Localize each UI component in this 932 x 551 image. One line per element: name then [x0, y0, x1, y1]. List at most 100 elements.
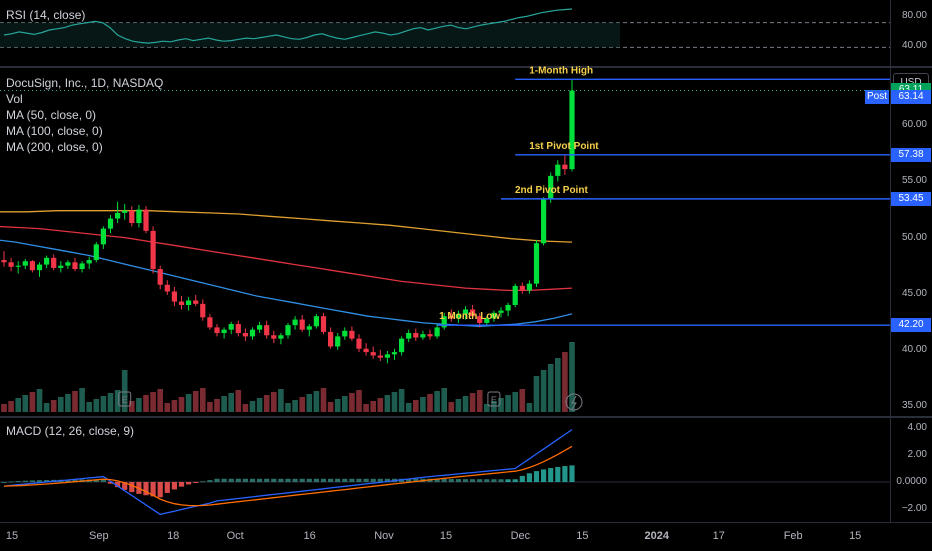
macd-tick: 2.00 — [907, 449, 927, 460]
macd-histogram-bar — [413, 478, 419, 482]
macd-histogram-bar — [462, 479, 469, 482]
volume-bar — [207, 402, 213, 412]
macd-histogram-bar — [363, 478, 369, 482]
volume-bar — [427, 394, 433, 412]
candle-body — [448, 316, 454, 319]
macd-histogram-bar — [548, 468, 554, 482]
macd-histogram-bar — [533, 471, 540, 482]
macd-histogram-bar — [1, 482, 7, 483]
price-tick: 60.00 — [901, 119, 927, 131]
earnings-icon-label: E — [122, 395, 128, 405]
rsi-line — [3, 8, 573, 44]
candle-body — [462, 309, 469, 314]
macd-histogram-bar — [22, 480, 28, 482]
candle-body — [271, 335, 277, 339]
candle-body — [86, 260, 92, 264]
price-axis[interactable]: 60.00 55.00 50.00 45.00 40.00 35.00 — [890, 68, 932, 416]
candle-body — [93, 244, 99, 261]
candle-body — [349, 330, 355, 339]
candle-body — [221, 329, 227, 334]
volume-bar — [121, 370, 128, 412]
macd-histogram-bar — [285, 478, 291, 482]
volume-bar — [100, 396, 107, 412]
volume-bar — [384, 395, 391, 412]
price-badge: 53.45 — [891, 191, 931, 206]
volume-bar — [1, 404, 7, 412]
volume-bar — [221, 396, 227, 412]
volume-bar — [256, 398, 263, 412]
macd-histogram-bar — [122, 482, 128, 490]
pane-separator[interactable] — [0, 416, 932, 418]
candle-body — [455, 313, 461, 319]
volume-bar — [200, 388, 206, 412]
rsi-pane[interactable]: RSI (14, close) — [0, 0, 890, 70]
volume-bar — [462, 396, 469, 412]
volume-bar — [562, 352, 568, 412]
macd-histogram-bar — [505, 479, 511, 482]
volume-bar — [349, 393, 355, 412]
candle-body — [29, 261, 35, 271]
macd-pane[interactable]: MACD (12, 26, close, 9) — [0, 418, 890, 522]
volume-bar — [441, 388, 447, 412]
price-tick: 40.00 — [901, 343, 927, 355]
candle-body — [249, 329, 256, 337]
volume-bar — [292, 400, 298, 412]
macd-histogram-bar — [278, 478, 284, 482]
macd-histogram-bar — [349, 478, 355, 482]
macd-histogram-bar — [200, 481, 206, 483]
volume-bar — [65, 394, 71, 412]
pane-separator[interactable] — [0, 66, 932, 68]
candle-body — [562, 164, 568, 170]
rsi-axis[interactable]: 80.00 40.00 — [890, 0, 932, 70]
candle-body — [164, 284, 170, 292]
volume-bar — [484, 404, 490, 412]
candle-body — [136, 209, 142, 224]
candle-body — [200, 303, 206, 318]
volume-bar — [377, 398, 384, 412]
macd-histogram-bar — [93, 479, 99, 482]
volume-bar — [569, 342, 575, 412]
candle-body — [484, 318, 490, 323]
candle-body — [356, 338, 362, 349]
macd-histogram-bar — [65, 479, 71, 482]
volume-bar — [327, 402, 334, 412]
macd-histogram-bar — [306, 478, 312, 482]
time-tick: 18 — [167, 530, 180, 542]
volume-bar — [178, 397, 185, 412]
macd-histogram-bar — [235, 478, 241, 482]
macd-histogram-bar — [242, 478, 248, 482]
volume-bar — [476, 390, 483, 412]
candle-body — [427, 334, 433, 337]
volume-bar — [79, 388, 85, 412]
candle-body — [512, 285, 518, 305]
volume-bar — [235, 390, 242, 412]
volume-bar — [398, 389, 405, 412]
rsi-legend: RSI (14, close) — [6, 8, 86, 22]
candle-body — [470, 309, 476, 317]
volume-bar — [469, 393, 476, 412]
candle-body — [65, 262, 71, 266]
time-tick: Dec — [510, 530, 531, 542]
macd-axis[interactable]: 4.00 2.00 0.0000 −2.00 — [890, 418, 932, 522]
candle-body — [8, 262, 14, 267]
time-axis[interactable] — [0, 522, 932, 551]
macd-histogram-bar — [541, 469, 547, 482]
macd-histogram-bar — [8, 481, 14, 483]
level-label: 2nd Pivot Point — [515, 185, 588, 196]
macd-histogram-bar — [207, 480, 213, 482]
earnings-icon — [118, 391, 132, 407]
macd-histogram-bar — [171, 482, 177, 490]
candle-body — [328, 331, 334, 347]
candle-body — [150, 230, 156, 270]
volume-bar — [185, 394, 192, 412]
macd-histogram-bar — [115, 482, 121, 488]
macd-histogram-bar — [143, 482, 149, 496]
candle-body — [44, 257, 50, 265]
rsi-tick-80: 80.00 — [901, 10, 927, 21]
candle-body — [228, 324, 234, 330]
volume-bar — [107, 393, 114, 412]
macd-histogram-bar — [164, 482, 170, 493]
volume-bar — [58, 397, 64, 412]
price-tick: 50.00 — [901, 231, 927, 243]
volume-bar — [498, 398, 504, 412]
